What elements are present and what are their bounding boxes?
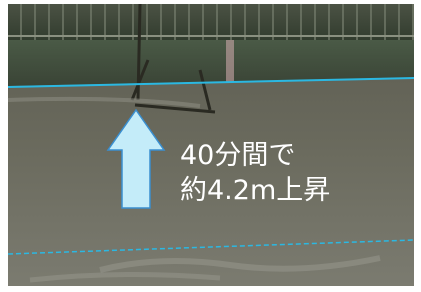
caption-line: 40分間で xyxy=(180,140,295,171)
fence xyxy=(8,4,414,40)
photo-frame: 40分間で 約4.2m上昇 xyxy=(0,0,421,292)
post xyxy=(226,40,234,82)
caption-line: 約4.2m上昇 xyxy=(180,175,330,206)
page: 40分間で 約4.2m上昇 (() => { const data = JSON… xyxy=(0,0,421,292)
